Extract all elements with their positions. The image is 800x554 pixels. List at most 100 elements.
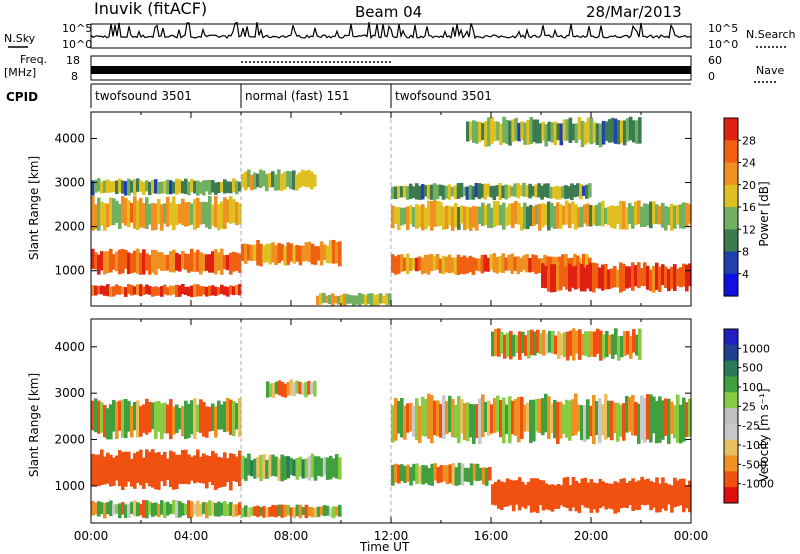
- heatmap-cell: [521, 331, 525, 354]
- heatmap-cell: [118, 178, 122, 193]
- heatmap-cell: [589, 262, 593, 292]
- heatmap-cell: [187, 500, 191, 519]
- heatmap-cell: [316, 295, 320, 305]
- heatmap-cell: [538, 203, 542, 231]
- heatmap-cell: [514, 480, 519, 505]
- heatmap-cell: [640, 476, 644, 505]
- heatmap-cell: [448, 464, 453, 484]
- heatmap-cell: [484, 467, 489, 486]
- heatmap-cell: [229, 285, 233, 295]
- x-tick-label: 04:00: [174, 529, 209, 543]
- heatmap-cell: [429, 184, 434, 200]
- heatmap-cell: [472, 206, 476, 228]
- heatmap-cell: [462, 255, 467, 275]
- heatmap-cell: [277, 380, 282, 396]
- heatmap-cell: [103, 180, 107, 193]
- heatmap-cell: [338, 504, 342, 517]
- heatmap-cell: [169, 399, 173, 440]
- heatmap-cell: [217, 204, 221, 231]
- heatmap-cell: [417, 185, 422, 200]
- heatmap-cell: [247, 507, 251, 518]
- heatmap-cell: [391, 186, 395, 199]
- heatmap-cell: [214, 182, 218, 195]
- heatmap-cell: [121, 180, 125, 194]
- heatmap-cell: [121, 196, 125, 224]
- cpid-label: CPID: [6, 90, 38, 104]
- heatmap-cell: [661, 400, 665, 440]
- heatmap-cell: [274, 381, 279, 394]
- heatmap-cell: [157, 400, 161, 432]
- heatmap-cell: [145, 500, 149, 519]
- heatmap-cell: [247, 453, 251, 476]
- heatmap-cell: [184, 178, 188, 194]
- heatmap-cell: [523, 122, 527, 145]
- heatmap-cell: [605, 331, 609, 358]
- heatmap-cell: [259, 507, 263, 516]
- heatmap-cell: [519, 257, 523, 272]
- heatmap-cell: [561, 186, 565, 199]
- heatmap-cell: [277, 458, 281, 481]
- heatmap-cell: [472, 404, 476, 444]
- heatmap-cell: [607, 269, 611, 290]
- heatmap-cell: [475, 121, 479, 144]
- heatmap-cell: [532, 206, 536, 226]
- heatmap-cell: [253, 506, 257, 516]
- heatmap-cell: [551, 330, 555, 354]
- heatmap-cell: [226, 254, 230, 271]
- velocity-colorbar: 1000 500 100 25 -25 -100 -500 -1000: [723, 328, 774, 504]
- heatmap-cell: [178, 203, 182, 224]
- heatmap-cell: [133, 250, 137, 273]
- heatmap-cell: [568, 203, 572, 228]
- heatmap-cell: [478, 467, 483, 481]
- heatmap-cell: [103, 503, 107, 519]
- heatmap-cell: [181, 284, 185, 295]
- heatmap-cell: [580, 120, 585, 147]
- heatmap-cell: [613, 402, 617, 434]
- colorbar-swatch: [724, 329, 738, 346]
- heatmap-cell: [527, 330, 531, 359]
- heatmap-cell: [100, 502, 104, 515]
- heatmap-cell: [661, 264, 665, 286]
- heatmap-cell: [563, 332, 567, 358]
- heatmap-cell: [562, 267, 566, 287]
- heatmap-cell: [148, 181, 152, 196]
- heatmap-cell: [454, 404, 458, 438]
- cpid-panel: CPID twofsound 3501 normal (fast) 151 twof…: [6, 83, 691, 108]
- heatmap-cell: [688, 480, 692, 513]
- heatmap-cell: [459, 257, 464, 274]
- heatmap-cell: [433, 200, 437, 227]
- heatmap-cell: [592, 262, 596, 293]
- heatmap-cell: [420, 257, 425, 275]
- heatmap-cell: [652, 265, 656, 293]
- nave-tick-bottom: 0: [708, 70, 715, 83]
- heatmap-cell: [301, 459, 306, 479]
- heatmap-cell: [478, 206, 482, 225]
- heatmap-cell: [595, 263, 599, 289]
- heatmap-cell: [511, 119, 515, 142]
- heatmap-cell: [151, 203, 155, 231]
- heatmap-cell: [259, 454, 263, 482]
- heatmap-cell: [283, 171, 287, 190]
- heatmap-cell: [501, 253, 505, 273]
- heatmap-cell: [91, 500, 95, 516]
- heatmap-cell: [568, 400, 572, 441]
- heatmap-cell: [634, 265, 638, 287]
- heatmap-cell: [542, 329, 546, 356]
- heatmap-cell: [379, 293, 383, 304]
- heatmap-cell: [571, 266, 575, 288]
- heatmap-cell: [676, 480, 680, 507]
- heatmap-cell: [307, 506, 312, 517]
- heatmap-cell: [496, 395, 500, 432]
- heatmap-cell: [391, 464, 395, 486]
- heatmap-cell: [139, 284, 143, 297]
- heatmap-cell: [525, 185, 529, 198]
- heatmap-cell: [541, 122, 545, 141]
- heatmap-cell: [625, 482, 629, 508]
- heatmap-cell: [490, 404, 494, 434]
- heatmap-cell: [250, 244, 254, 261]
- heatmap-cell: [178, 179, 182, 194]
- heatmap-cell: [196, 449, 200, 483]
- heatmap-cell: [664, 482, 668, 511]
- heatmap-cell: [513, 183, 517, 197]
